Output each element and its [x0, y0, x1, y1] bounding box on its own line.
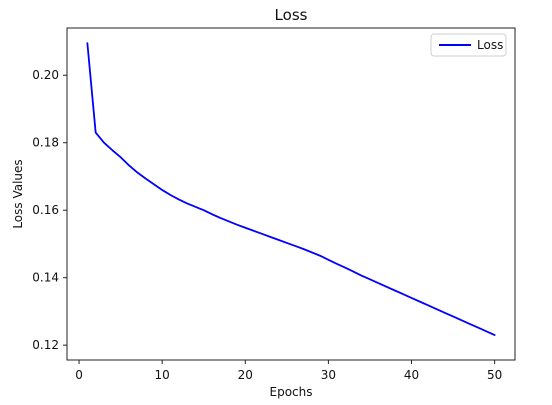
x-tick-label: 0 [75, 368, 83, 382]
y-axis-ticks: 0.12 0.14 0.16 0.18 0.20 [32, 68, 67, 352]
x-tick-label: 10 [155, 368, 170, 382]
x-tick-label: 50 [487, 368, 502, 382]
y-tick-label: 0.18 [32, 136, 59, 150]
loss-series-line [86, 42, 496, 336]
x-tick-label: 30 [321, 368, 336, 382]
x-axis-label: Epochs [270, 385, 313, 399]
x-axis-ticks: 0 10 20 30 40 50 [75, 360, 502, 382]
y-tick-label: 0.20 [32, 68, 59, 82]
x-tick-label: 20 [238, 368, 253, 382]
chart-title: Loss [275, 6, 308, 24]
plot-frame [66, 27, 516, 361]
x-tick-label: 40 [404, 368, 419, 382]
series-layer [86, 42, 496, 336]
y-axis-label: Loss Values [11, 159, 25, 228]
legend: Loss [430, 33, 507, 57]
y-tick-label: 0.16 [32, 203, 59, 217]
y-tick-label: 0.12 [32, 338, 59, 352]
y-tick-label: 0.14 [32, 271, 59, 285]
legend-label: Loss [477, 38, 503, 52]
